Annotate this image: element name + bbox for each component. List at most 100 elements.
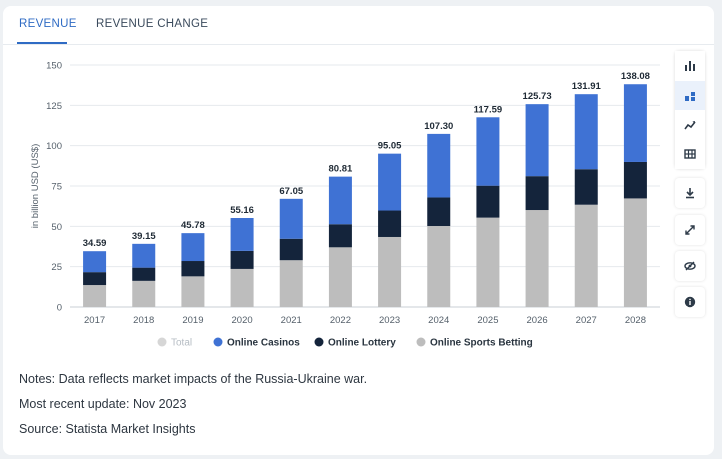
line-chart-icon xyxy=(684,121,696,130)
tab-revenue-change[interactable]: REVENUE CHANGE xyxy=(96,18,209,30)
bar-segment xyxy=(181,233,205,262)
x-tick-label: 2018 xyxy=(133,315,154,326)
bar-segment xyxy=(181,261,205,277)
fullscreen-icon xyxy=(685,225,695,235)
x-tick-label: 2024 xyxy=(428,315,449,326)
chart-type-group xyxy=(675,51,705,169)
chart-card: REVENUE REVENUE CHANGE 0 25 50 75 100 125 150 i… xyxy=(3,6,714,455)
total-data-label: 39.15 xyxy=(132,231,156,242)
x-tick-label: 2027 xyxy=(576,315,597,326)
bar-segment xyxy=(279,238,303,261)
bar-segment xyxy=(328,224,352,248)
bar-segment xyxy=(623,198,647,307)
stacked-bar-button[interactable] xyxy=(675,81,705,111)
legend-item-label[interactable]: Online Sports Betting xyxy=(430,338,533,349)
table-icon xyxy=(684,149,696,159)
y-tick-label: 150 xyxy=(46,61,62,72)
fullscreen-button[interactable] xyxy=(675,215,705,245)
active-tab-indicator xyxy=(17,42,67,44)
bar-segment xyxy=(83,285,107,307)
y-tick-label: 125 xyxy=(46,101,62,112)
bar-segment xyxy=(230,250,254,269)
bar-segment xyxy=(132,280,156,307)
bar-segment xyxy=(378,153,402,211)
total-data-label: 67.05 xyxy=(279,186,303,197)
chart-notes: Notes: Data reflects market impacts of t… xyxy=(19,372,367,447)
y-axis-label: in billion USD (US$) xyxy=(30,144,41,228)
bar-segment xyxy=(476,117,500,186)
total-data-label: 95.05 xyxy=(378,141,402,152)
info-icon xyxy=(684,296,696,308)
bar-segment xyxy=(476,185,500,218)
source-line: Source: Statista Market Insights xyxy=(19,422,196,436)
bar-segment xyxy=(525,176,549,211)
notes-line: Notes: Data reflects market impacts of t… xyxy=(19,372,368,386)
bar-chart-icon xyxy=(685,61,695,71)
x-tick-label: 2028 xyxy=(625,315,646,326)
x-tick-label: 2017 xyxy=(84,315,105,326)
total-data-label: 117.59 xyxy=(474,104,503,115)
bar-segment xyxy=(181,276,205,307)
bar-segment xyxy=(230,268,254,307)
bar-segment xyxy=(378,236,402,307)
total-data-label: 55.16 xyxy=(230,205,254,216)
stacked-bar-chart: 0 25 50 75 100 125 150 in billion USD (US$) 34.5… xyxy=(30,61,660,349)
legend-swatch xyxy=(213,337,223,347)
download-button[interactable] xyxy=(675,178,705,208)
bar-segment xyxy=(83,272,107,286)
bar-segment xyxy=(427,197,451,227)
bar-segment xyxy=(83,251,107,273)
tab-bar: REVENUE REVENUE CHANGE xyxy=(3,6,714,45)
total-data-label: 125.73 xyxy=(523,91,552,102)
bar-segment xyxy=(132,243,156,268)
line-chart-button[interactable] xyxy=(675,110,705,140)
x-tick-label: 2020 xyxy=(232,315,253,326)
download-icon xyxy=(686,188,694,199)
bar-segment xyxy=(574,169,598,205)
total-data-label: 34.59 xyxy=(83,238,107,249)
bar-segment xyxy=(623,161,647,199)
legend-swatch xyxy=(314,337,324,347)
bar-segment xyxy=(574,94,598,170)
legend-swatch xyxy=(157,337,167,347)
bar-segment xyxy=(328,247,352,307)
y-tick-label: 50 xyxy=(51,222,62,233)
total-data-label: 138.08 xyxy=(621,71,650,82)
x-tick-label: 2026 xyxy=(527,315,548,326)
bar-chart-button[interactable] xyxy=(675,51,705,81)
bar-segment xyxy=(525,210,549,307)
x-tick-label: 2021 xyxy=(281,315,302,326)
bar-segment xyxy=(525,104,549,177)
bar-segment xyxy=(476,217,500,307)
x-tick-label: 2019 xyxy=(182,315,203,326)
bar-segment xyxy=(574,204,598,307)
total-data-label: 107.30 xyxy=(424,121,453,132)
y-tick-label: 25 xyxy=(51,262,62,273)
total-data-label: 45.78 xyxy=(181,220,205,231)
x-tick-label: 2025 xyxy=(477,315,498,326)
y-tick-label: 75 xyxy=(51,182,62,193)
y-tick-label: 100 xyxy=(46,141,62,152)
bar-segment xyxy=(279,198,303,239)
total-data-label: 131.91 xyxy=(572,81,602,92)
bar-segment xyxy=(378,210,402,237)
bar-segment xyxy=(132,267,156,281)
update-line: Most recent update: Nov 2023 xyxy=(19,397,187,411)
legend-swatch xyxy=(416,337,426,347)
bar-segment xyxy=(230,218,254,251)
bar-segment xyxy=(623,84,647,162)
info-button[interactable] xyxy=(675,287,705,317)
bar-segment xyxy=(279,260,303,307)
bar-segment xyxy=(328,176,352,225)
tab-revenue[interactable]: REVENUE xyxy=(19,18,77,30)
hide-icon xyxy=(684,261,696,271)
legend-item-label[interactable]: Online Casinos xyxy=(227,338,300,349)
table-view-button[interactable] xyxy=(675,139,705,169)
y-tick-label: 0 xyxy=(57,303,62,314)
bar-segment xyxy=(427,133,451,198)
x-tick-label: 2023 xyxy=(379,315,400,326)
total-data-label: 80.81 xyxy=(329,164,353,175)
legend-item-label[interactable]: Total xyxy=(171,338,192,349)
hide-button[interactable] xyxy=(675,251,705,281)
legend-item-label[interactable]: Online Lottery xyxy=(328,338,396,349)
